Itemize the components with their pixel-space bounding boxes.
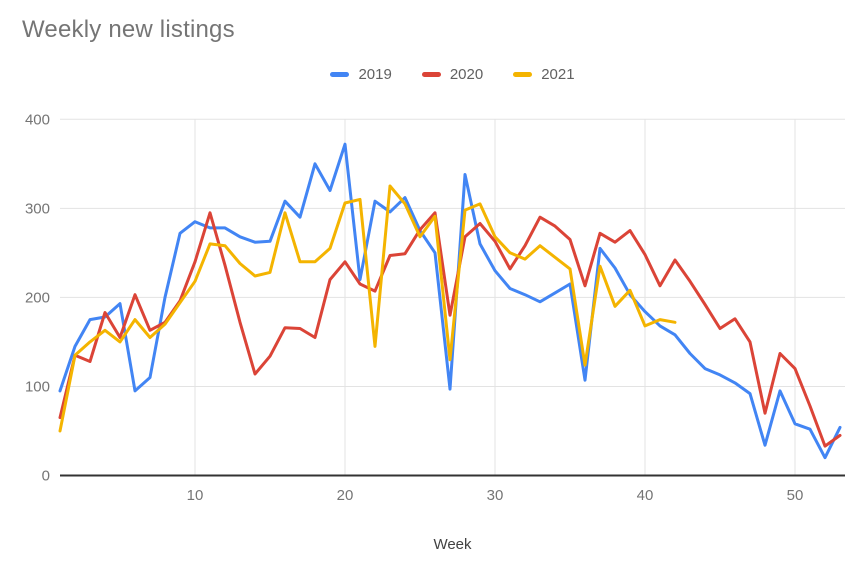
y-tick-label: 300 [25, 200, 50, 217]
chart-title: Weekly new listings [22, 16, 235, 43]
x-tick-label: 40 [637, 487, 654, 504]
legend-swatch-2021-icon [513, 72, 533, 77]
x-tick-label: 10 [187, 487, 204, 504]
x-axis-title: Week [433, 536, 472, 553]
series-2019-line [58, 142, 842, 460]
y-tick-label: 400 [25, 111, 50, 128]
x-tick-label: 20 [337, 487, 354, 504]
legend-swatch-2019-icon [330, 72, 350, 77]
legend-label-2020: 2020 [449, 66, 484, 83]
legend: 2019 2020 2021 [60, 66, 845, 83]
legend-label-2021: 2021 [541, 66, 575, 83]
x-tick-label: 30 [487, 487, 504, 504]
y-tick-label: 100 [25, 378, 50, 395]
series-2020-line [58, 211, 842, 448]
x-tick-label: 50 [787, 487, 804, 504]
series-2021-line [58, 184, 677, 433]
legend-swatch-2020-icon [421, 72, 441, 77]
legend-item-2021[interactable]: 2021 [513, 66, 575, 83]
legend-item-2019[interactable]: 2019 [330, 66, 392, 83]
y-tick-label: 200 [25, 289, 50, 306]
legend-item-2020[interactable]: 2020 [421, 66, 484, 83]
y-tick-label: 0 [42, 468, 50, 485]
legend-label-2019: 2019 [358, 66, 392, 83]
